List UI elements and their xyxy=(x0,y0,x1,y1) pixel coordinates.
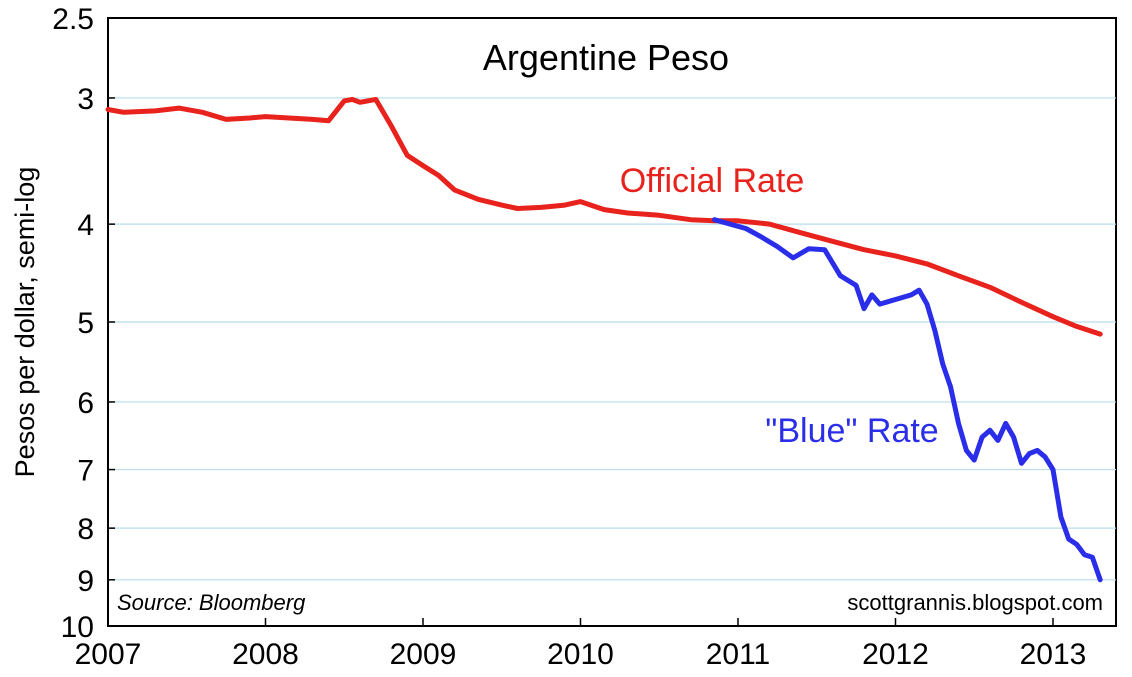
series-lines xyxy=(105,96,1103,583)
source-note: Source: Bloomberg xyxy=(117,590,306,615)
x-tick-label: 2008 xyxy=(232,638,299,671)
series-label-official: Official Rate xyxy=(620,162,805,200)
x-tick-label: 2011 xyxy=(706,638,771,671)
x-tick-label: 2010 xyxy=(547,638,614,671)
y-tick-label: 9 xyxy=(77,565,94,598)
credit-note: scottgrannis.blogspot.com xyxy=(847,590,1103,615)
y-tick-label: 3 xyxy=(77,83,94,116)
chart-title: Argentine Peso xyxy=(483,37,729,78)
y-axis-label: Pesos per dollar, semi-log xyxy=(10,167,40,478)
official-rate-line xyxy=(105,96,1103,337)
grid-lines xyxy=(108,97,1116,581)
x-tick-label: 2012 xyxy=(862,638,929,671)
x-tick-label: 2007 xyxy=(75,638,142,671)
y-tick-label: 10 xyxy=(61,611,94,644)
y-tick-label: 8 xyxy=(77,513,94,546)
blue-rate-line xyxy=(711,217,1103,583)
x-axis-ticks: 2007 2008 2009 2010 2011 2012 2013 xyxy=(75,618,1087,671)
y-tick-label: 4 xyxy=(77,209,94,242)
y-tick-label: 5 xyxy=(77,307,94,340)
series-label-blue: "Blue" Rate xyxy=(765,412,938,450)
y-axis-ticks: 2.5 3 4 5 6 7 8 9 10 xyxy=(52,3,115,644)
x-tick-label: 2013 xyxy=(1020,638,1087,671)
y-tick-label: 7 xyxy=(77,455,94,488)
x-tick-label: 2009 xyxy=(390,638,457,671)
y-tick-label: 2.5 xyxy=(52,3,94,36)
y-tick-label: 6 xyxy=(77,387,94,420)
